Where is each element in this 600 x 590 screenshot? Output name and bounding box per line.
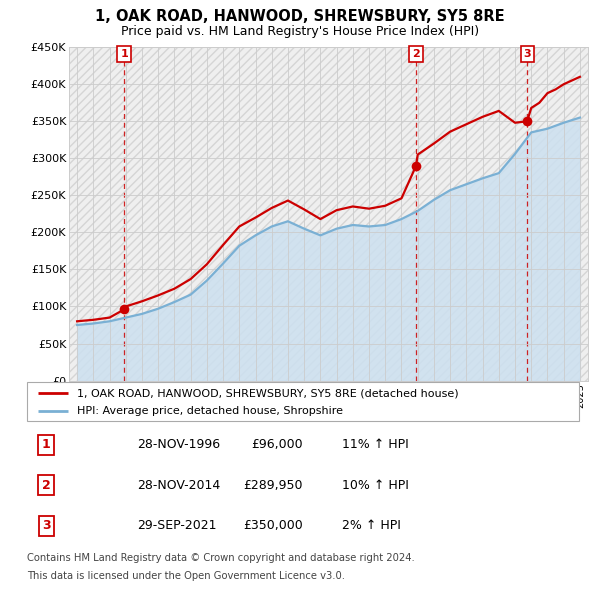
Text: 2: 2: [412, 49, 420, 59]
Text: This data is licensed under the Open Government Licence v3.0.: This data is licensed under the Open Gov…: [27, 571, 345, 581]
Text: HPI: Average price, detached house, Shropshire: HPI: Average price, detached house, Shro…: [77, 406, 343, 416]
Text: £289,950: £289,950: [244, 478, 303, 492]
Text: £96,000: £96,000: [251, 438, 303, 451]
Text: 1, OAK ROAD, HANWOOD, SHREWSBURY, SY5 8RE: 1, OAK ROAD, HANWOOD, SHREWSBURY, SY5 8R…: [95, 9, 505, 24]
Text: Price paid vs. HM Land Registry's House Price Index (HPI): Price paid vs. HM Land Registry's House …: [121, 25, 479, 38]
Text: 1, OAK ROAD, HANWOOD, SHREWSBURY, SY5 8RE (detached house): 1, OAK ROAD, HANWOOD, SHREWSBURY, SY5 8R…: [77, 388, 458, 398]
Text: 1: 1: [42, 438, 50, 451]
Text: 10% ↑ HPI: 10% ↑ HPI: [341, 478, 409, 492]
Text: 29-SEP-2021: 29-SEP-2021: [137, 519, 217, 532]
Text: £350,000: £350,000: [243, 519, 303, 532]
Text: 11% ↑ HPI: 11% ↑ HPI: [341, 438, 409, 451]
Text: Contains HM Land Registry data © Crown copyright and database right 2024.: Contains HM Land Registry data © Crown c…: [27, 553, 415, 563]
Text: 2: 2: [42, 478, 50, 492]
Text: 3: 3: [42, 519, 50, 532]
Text: 28-NOV-1996: 28-NOV-1996: [137, 438, 221, 451]
Text: 28-NOV-2014: 28-NOV-2014: [137, 478, 221, 492]
Text: 1: 1: [120, 49, 128, 59]
Text: 2% ↑ HPI: 2% ↑ HPI: [341, 519, 401, 532]
Text: 3: 3: [523, 49, 531, 59]
FancyBboxPatch shape: [27, 382, 579, 421]
